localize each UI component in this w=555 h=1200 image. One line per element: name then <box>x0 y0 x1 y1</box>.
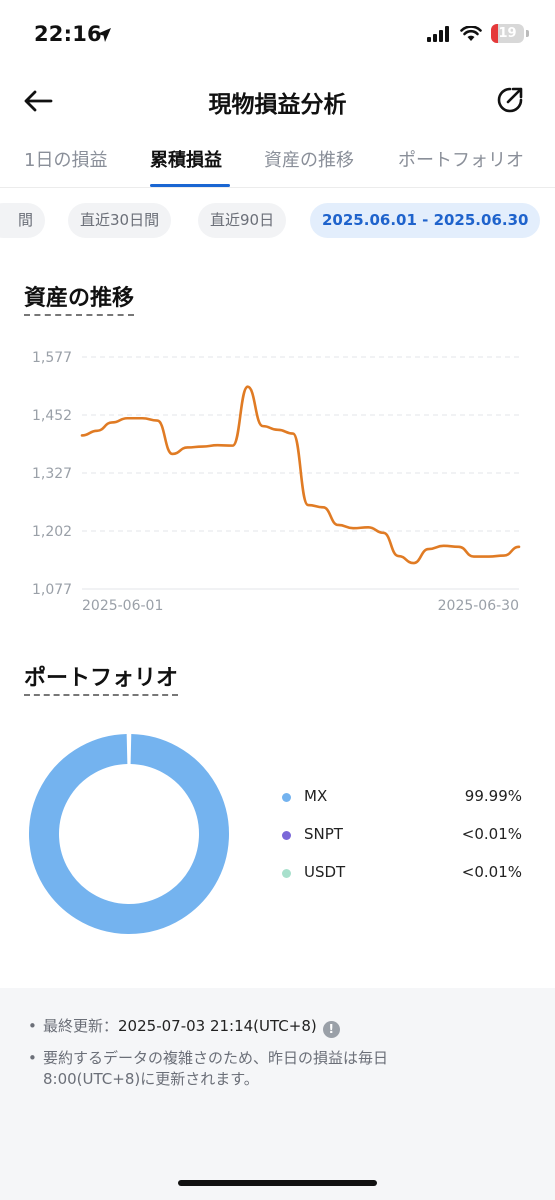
last-update-value: 2025-07-03 21:14(UTC+8) <box>118 1017 317 1035</box>
page-title: 現物損益分析 <box>208 92 347 118</box>
signal-icon <box>427 25 449 42</box>
legend-dot-usdt <box>282 869 291 878</box>
share-button[interactable] <box>493 83 527 117</box>
legend-item-mx: MX 99.99% <box>282 786 522 824</box>
chip-last-30-days[interactable]: 直近30日間 <box>68 203 172 238</box>
legend-name: USDT <box>304 863 346 881</box>
legend-item-usdt: USDT <0.01% <box>282 862 522 900</box>
bullet: • <box>28 1049 37 1067</box>
y-tick-label: 1,077 <box>32 582 72 598</box>
status-bar: 22:16 19 <box>0 0 555 70</box>
tab-cumulative-pnl[interactable]: 累積損益 <box>150 150 222 171</box>
bullet: • <box>28 1017 37 1035</box>
portfolio-title: ポートフォリオ <box>24 660 179 696</box>
y-tick-label: 1,327 <box>32 466 72 482</box>
portfolio-donut-chart <box>29 734 229 934</box>
portfolio-legend: MX 99.99% SNPT <0.01% USDT <0.01% <box>282 786 522 900</box>
share-icon <box>497 87 523 113</box>
legend-value: 99.99% <box>464 787 522 805</box>
period-filter: 間 直近30日間 直近90日 2025.06.01 - 2025.06.30 <box>0 203 555 239</box>
battery-level: 19 <box>498 26 517 41</box>
header: 現物損益分析 <box>0 75 555 125</box>
status-time: 22:16 <box>34 22 102 46</box>
info-icon[interactable]: ! <box>322 1021 340 1038</box>
active-tab-indicator <box>150 184 230 187</box>
legend-name: SNPT <box>304 825 343 843</box>
legend-value: <0.01% <box>461 863 522 881</box>
chip-custom-range[interactable]: 2025.06.01 - 2025.06.30 <box>310 203 541 238</box>
legend-value: <0.01% <box>461 825 522 843</box>
y-tick-label: 1,202 <box>32 524 72 540</box>
wifi-icon <box>460 25 482 41</box>
battery-cap <box>526 30 529 37</box>
x-tick-label: 2025-06-30 <box>438 598 519 614</box>
tab-portfolio[interactable]: ポートフォリオ <box>398 150 524 171</box>
update-schedule-line-2: 8:00(UTC+8)に更新されます。 <box>43 1070 259 1088</box>
asset-trend-svg: 1,577 1,452 1,327 1,202 1,077 2025-06-01 2025-… <box>32 350 521 614</box>
legend-name: MX <box>304 787 328 805</box>
y-tick-label: 1,577 <box>32 350 72 366</box>
battery-icon: 19 <box>491 24 524 43</box>
legend-dot-snpt <box>282 831 291 840</box>
last-update-label: 最終更新： <box>43 1017 119 1035</box>
y-tick-label: 1,452 <box>32 408 72 424</box>
asset-trend-chart: 1,577 1,452 1,327 1,202 1,077 2025-06-01 2025-… <box>0 335 555 625</box>
back-button[interactable] <box>20 83 56 119</box>
donut-slice-mx <box>29 734 229 934</box>
legend-dot-mx <box>282 793 291 802</box>
footer-notes: • 最終更新：2025-07-03 21:14(UTC+8)! • 要約するデー… <box>0 988 555 1200</box>
last-update-text: 最終更新：2025-07-03 21:14(UTC+8)! <box>43 1016 340 1038</box>
tab-asset-trend[interactable]: 資産の推移 <box>264 150 354 171</box>
asset-trend-title: 資産の推移 <box>24 280 135 316</box>
arrow-left-icon <box>24 90 53 112</box>
series-line <box>80 385 521 565</box>
tab-daily-pnl[interactable]: 1日の損益 <box>24 150 108 171</box>
home-indicator[interactable] <box>178 1180 377 1186</box>
tab-bar: 1日の損益 累積損益 資産の推移 ポートフォリオ <box>0 140 555 188</box>
location-arrow-icon <box>97 28 111 42</box>
x-tick-label: 2025-06-01 <box>82 598 163 614</box>
chip-last-90-days[interactable]: 直近90日 <box>198 203 287 238</box>
update-schedule-line-1: 要約するデータの複雑さのため、昨日の損益は毎日 <box>43 1049 389 1067</box>
status-icons: 19 <box>427 24 529 43</box>
chip-partial-period[interactable]: 間 <box>0 203 46 238</box>
legend-item-snpt: SNPT <0.01% <box>282 824 522 862</box>
